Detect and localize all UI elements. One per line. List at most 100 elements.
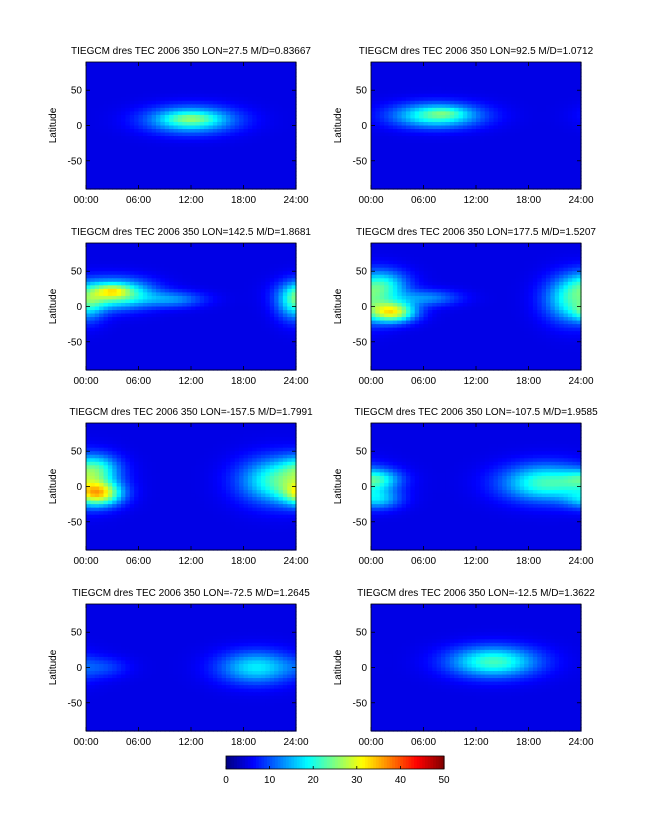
heatmap-cell <box>134 295 140 301</box>
heatmap-cell <box>86 181 91 187</box>
heatmap-cell <box>497 139 503 144</box>
heatmap-cell <box>138 348 144 353</box>
heatmap-cell <box>151 79 157 84</box>
heatmap-cell <box>484 171 490 176</box>
heatmap-cell <box>278 118 284 123</box>
heatmap-cell <box>502 181 508 187</box>
heatmap-cell <box>462 107 468 112</box>
heatmap-cell <box>274 107 280 112</box>
heatmap-cell <box>528 107 534 112</box>
heatmap-cell <box>169 181 175 187</box>
heatmap-cell <box>252 302 258 308</box>
heatmap-cell <box>388 157 394 162</box>
heatmap-cell <box>239 338 245 343</box>
heatmap-cell <box>384 153 390 158</box>
heatmap-cell <box>572 125 578 130</box>
x-tick-label: 12:00 <box>463 195 488 206</box>
heatmap-cell <box>247 157 253 162</box>
heatmap-cell <box>173 338 179 343</box>
heatmap-cell <box>291 246 297 251</box>
heatmap-cell <box>546 65 551 70</box>
heatmap-cell <box>563 93 569 98</box>
heatmap-cell <box>116 320 122 325</box>
heatmap-cell <box>186 114 192 120</box>
heatmap-cell <box>467 90 473 95</box>
heatmap-cell <box>410 167 416 172</box>
heatmap-cell <box>212 146 218 151</box>
heatmap-cell <box>484 83 490 88</box>
heatmap-cell <box>169 76 175 81</box>
heatmap-cell <box>90 271 96 276</box>
heatmap-cell <box>458 171 464 176</box>
heatmap-cell <box>291 257 297 262</box>
heatmap-cell <box>212 129 218 134</box>
heatmap-cell <box>90 121 96 127</box>
heatmap-cell <box>493 121 499 127</box>
heatmap-cell <box>204 324 210 329</box>
heatmap-cell <box>164 278 170 283</box>
heatmap-cell <box>572 65 578 70</box>
heatmap-cell <box>125 160 131 165</box>
heatmap-cell <box>103 253 109 258</box>
heatmap-cell <box>239 274 245 279</box>
heatmap-cell <box>467 125 473 130</box>
heatmap-cell <box>239 250 245 255</box>
heatmap-cell <box>546 139 551 144</box>
heatmap-cell <box>537 129 543 134</box>
heatmap-cell <box>173 174 179 180</box>
heatmap-cell <box>269 302 275 308</box>
heatmap-cell <box>406 111 411 116</box>
heatmap-cell <box>173 76 179 81</box>
heatmap-cell <box>576 86 582 91</box>
heatmap-cell <box>291 288 297 293</box>
heatmap-cell <box>103 338 109 343</box>
heatmap-cell <box>524 178 530 183</box>
heatmap-cell <box>519 72 525 77</box>
heatmap-cell <box>493 143 499 148</box>
heatmap-cell <box>116 288 122 293</box>
heatmap-cell <box>107 246 113 251</box>
heatmap-cell <box>230 114 236 120</box>
heatmap-cell <box>177 76 183 81</box>
heatmap-cell <box>234 111 240 116</box>
heatmap-cell <box>406 178 411 183</box>
heatmap-cell <box>212 181 218 187</box>
heatmap-cell <box>278 160 284 165</box>
heatmap-cell <box>261 79 266 84</box>
heatmap-cell <box>436 69 442 74</box>
heatmap-cell <box>121 174 126 180</box>
heatmap-cell <box>278 306 284 311</box>
heatmap-cell <box>186 345 192 350</box>
heatmap-cell <box>112 306 118 311</box>
heatmap-cell <box>103 107 109 112</box>
heatmap-cell <box>204 111 210 116</box>
heatmap-cell <box>265 271 271 276</box>
heatmap-cell <box>221 121 227 127</box>
heatmap-cell <box>489 160 495 165</box>
heatmap-cell <box>261 97 266 102</box>
heatmap-cell <box>567 132 573 137</box>
heatmap-cell <box>103 174 109 180</box>
heatmap-cell <box>449 65 455 70</box>
heatmap-cell <box>274 260 280 265</box>
heatmap-cell <box>129 121 135 127</box>
heatmap-cell <box>572 62 578 67</box>
heatmap-cell <box>278 104 284 109</box>
heatmap-cell <box>401 132 407 137</box>
heatmap-cell <box>388 79 394 84</box>
heatmap-cell <box>151 171 157 176</box>
heatmap-cell <box>151 153 157 158</box>
heatmap-cell <box>454 171 460 176</box>
heatmap-cell <box>397 178 403 183</box>
heatmap-cell <box>278 250 284 255</box>
heatmap-cell <box>269 324 275 329</box>
heatmap-cell <box>269 264 275 269</box>
heatmap-cell <box>427 150 433 155</box>
heatmap-cell <box>449 139 455 144</box>
heatmap-cell <box>182 285 188 290</box>
heatmap-cell <box>107 93 113 98</box>
heatmap-cell <box>414 62 420 67</box>
heatmap-cell <box>160 313 166 318</box>
heatmap-cell <box>94 299 100 304</box>
heatmap-cell <box>129 143 135 148</box>
